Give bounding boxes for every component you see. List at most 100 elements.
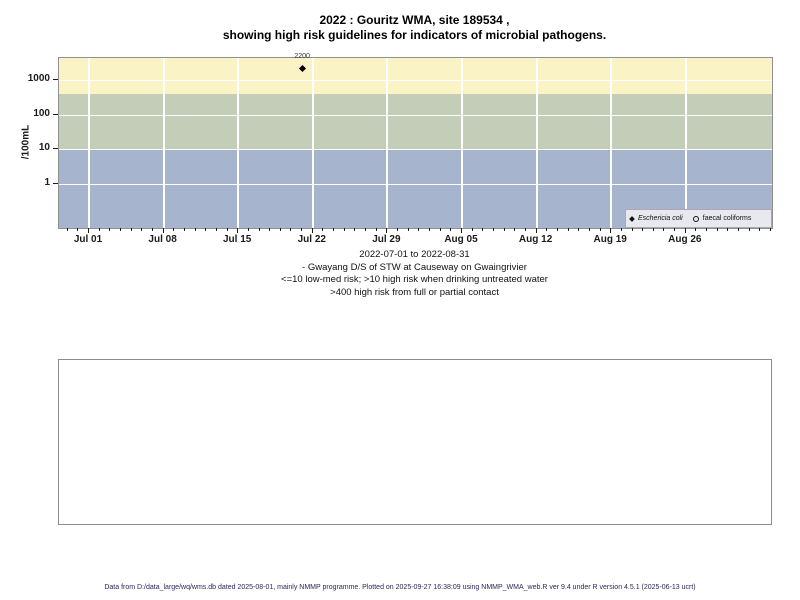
x-axis-minor-tick — [439, 228, 441, 231]
vertical-gridline — [684, 58, 687, 228]
empty-second-panel — [58, 359, 772, 525]
vertical-gridline — [311, 58, 314, 228]
x-axis-minor-tick — [748, 228, 750, 231]
x-axis-minor-tick — [738, 228, 740, 231]
x-axis-minor-tick — [759, 228, 761, 231]
vertical-gridline — [237, 58, 240, 228]
x-axis-minor-tick — [365, 228, 367, 231]
x-axis-minor-tick — [727, 228, 729, 231]
plot-area: 2200 Eschericia coli faecal coliforms — [58, 53, 773, 229]
x-axis-minor-tick — [77, 228, 79, 231]
x-axis-minor-tick — [173, 228, 175, 231]
x-axis-minor-tick — [450, 228, 452, 231]
caption-site-description: - Gwayang D/S of STW at Causeway on Gwai… — [302, 261, 527, 273]
x-axis-minor-tick — [674, 228, 676, 231]
caption-contact-risk-note: >400 high risk from full or partial cont… — [330, 286, 499, 298]
x-axis-minor-tick — [652, 228, 654, 231]
x-axis-minor-tick — [354, 228, 356, 231]
vertical-gridline — [162, 58, 165, 228]
x-axis-minor-tick — [290, 228, 292, 231]
vertical-gridline — [610, 58, 613, 228]
y-axis-tick — [53, 183, 58, 185]
x-axis-minor-tick — [578, 228, 580, 231]
y-tick-label: 1 — [44, 177, 50, 189]
chart-title: 2022 : Gouritz WMA, site 189534 , showin… — [58, 13, 771, 43]
x-axis-minor-tick — [343, 228, 345, 231]
x-axis-minor-tick — [98, 228, 100, 231]
filled-diamond-icon — [629, 215, 635, 222]
x-axis-major-tick — [237, 228, 239, 233]
x-tick-label: Aug 19 — [593, 234, 627, 245]
legend-label-ecoli: Eschericia coli — [638, 215, 683, 222]
x-axis-minor-tick — [524, 228, 526, 231]
y-axis-tick — [53, 148, 58, 150]
x-axis-minor-tick — [695, 228, 697, 231]
x-axis-minor-tick — [770, 228, 772, 231]
x-tick-label: Jul 29 — [372, 234, 401, 245]
x-axis-minor-tick — [716, 228, 718, 231]
chart-title-line1: 2022 : Gouritz WMA, site 189534 , — [319, 13, 510, 27]
risk-band-above-400 — [59, 58, 772, 94]
x-axis-minor-tick — [322, 228, 324, 231]
x-axis-minor-tick — [471, 228, 473, 231]
caption-date-range: 2022-07-01 to 2022-08-31 — [359, 249, 470, 260]
x-axis-minor-tick — [247, 228, 249, 231]
risk-band-10-to-400 — [59, 93, 772, 150]
x-tick-label: Aug 26 — [668, 234, 702, 245]
x-axis-minor-tick — [183, 228, 185, 231]
legend-label-faecal-coliforms: faecal coliforms — [702, 215, 752, 222]
y-tick-label: 10 — [38, 142, 50, 154]
x-axis-minor-tick — [642, 228, 644, 231]
x-axis-minor-tick — [375, 228, 377, 231]
x-axis-minor-tick — [706, 228, 708, 231]
legend: Eschericia coli faecal coliforms — [625, 209, 772, 228]
x-axis-minor-tick — [514, 228, 516, 231]
x-axis-minor-tick — [119, 228, 121, 231]
x-axis-minor-tick — [663, 228, 665, 231]
vertical-gridline — [386, 58, 389, 228]
x-tick-label: Jul 22 — [297, 234, 326, 245]
y-axis-tick — [53, 113, 58, 115]
x-axis-minor-tick — [279, 228, 281, 231]
x-axis-minor-tick — [333, 228, 335, 231]
x-axis-minor-tick — [226, 228, 228, 231]
x-axis-minor-tick — [141, 228, 143, 231]
x-axis-minor-tick — [556, 228, 558, 231]
open-circle-icon — [692, 215, 699, 222]
x-axis-minor-tick — [418, 228, 420, 231]
x-axis-minor-tick — [503, 228, 505, 231]
x-axis-minor-tick — [215, 228, 217, 231]
vertical-gridline — [461, 58, 463, 228]
x-axis-minor-tick — [301, 228, 303, 231]
x-axis-minor-tick — [151, 228, 153, 231]
data-point-label: 2200 — [294, 53, 310, 61]
horizontal-gridline — [59, 80, 772, 81]
x-axis-major-tick — [610, 228, 612, 233]
x-axis-major-tick — [535, 228, 537, 233]
x-tick-label: Aug 05 — [444, 234, 478, 245]
x-axis-minor-tick — [631, 228, 633, 231]
x-tick-label: Aug 12 — [518, 234, 553, 245]
x-axis-minor-tick — [397, 228, 399, 231]
x-axis-major-tick — [311, 228, 313, 233]
x-axis-major-tick — [162, 228, 164, 233]
x-axis-minor-tick — [492, 228, 494, 231]
x-axis-major-tick — [684, 228, 686, 233]
x-axis-minor-tick — [407, 228, 409, 231]
chart-title-line2: showing high risk guidelines for indicat… — [222, 28, 607, 42]
vertical-gridline — [88, 58, 90, 228]
x-axis-minor-tick — [205, 228, 207, 231]
x-tick-label: Jul 01 — [73, 234, 103, 245]
x-axis-major-tick — [386, 228, 388, 233]
horizontal-gridline — [59, 114, 772, 116]
x-tick-label: Jul 08 — [148, 234, 177, 245]
x-axis-minor-tick — [482, 228, 484, 231]
x-axis-minor-tick — [620, 228, 622, 231]
x-axis-minor-tick — [109, 228, 111, 231]
x-axis-minor-tick — [258, 228, 260, 231]
x-axis-major-tick — [461, 228, 462, 233]
x-axis-minor-tick — [194, 228, 196, 231]
x-axis-minor-tick — [567, 228, 569, 231]
caption: 2022-07-01 to 2022-08-31 - Gwayang D/S o… — [58, 249, 771, 299]
